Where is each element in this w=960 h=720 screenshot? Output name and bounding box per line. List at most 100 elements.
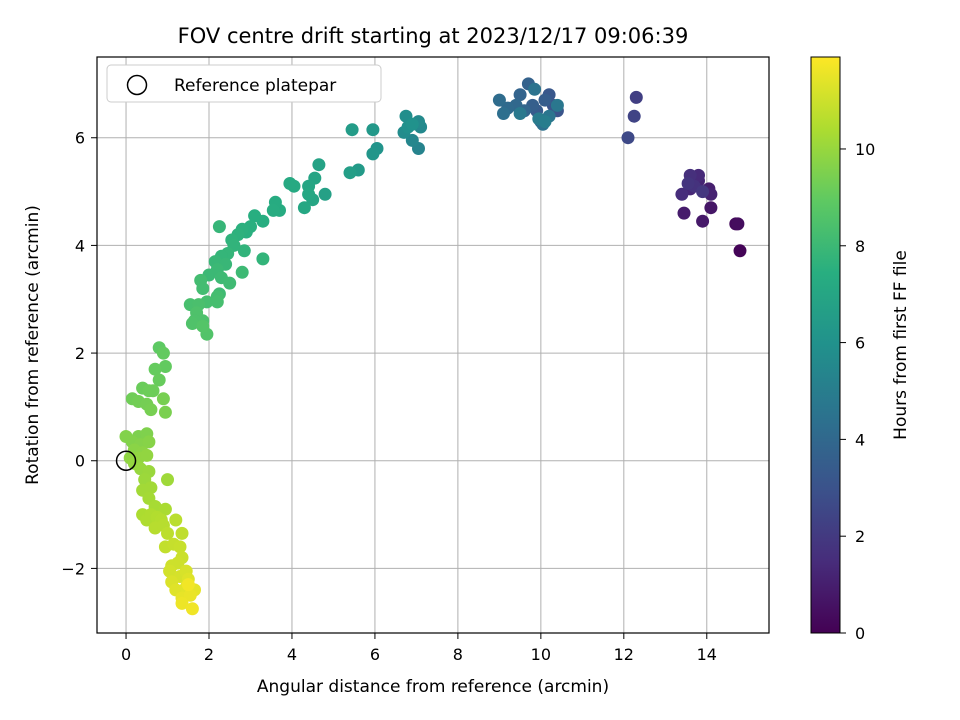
data-point xyxy=(196,282,210,295)
data-point xyxy=(163,564,177,578)
data-point xyxy=(283,177,297,190)
data-point xyxy=(158,405,172,419)
data-point xyxy=(621,131,635,145)
x-tick-label: 0 xyxy=(121,645,131,664)
legend: Reference platepar xyxy=(106,64,382,103)
x-axis-label: Angular distance from reference (arcmin) xyxy=(257,677,609,697)
data-point xyxy=(302,187,316,201)
data-point xyxy=(513,88,527,102)
data-point xyxy=(237,244,251,258)
data-point xyxy=(681,177,695,190)
colorbar-tick-label: 10 xyxy=(855,140,875,159)
legend-box xyxy=(106,64,382,103)
y-axis-ticks: −2 0 2 4 6 xyxy=(61,129,97,578)
x-tick-label: 10 xyxy=(531,645,551,664)
y-tick-label: 0 xyxy=(75,452,85,471)
data-point xyxy=(538,93,552,107)
data-point xyxy=(148,362,162,376)
y-tick-label: 2 xyxy=(75,344,85,363)
data-point xyxy=(158,502,172,516)
x-tick-label: 12 xyxy=(614,645,634,664)
data-point xyxy=(731,217,745,231)
data-point xyxy=(312,158,326,172)
data-point xyxy=(366,123,380,137)
x-tick-label: 8 xyxy=(453,645,463,664)
data-point xyxy=(212,220,226,234)
data-point xyxy=(266,203,280,217)
data-point xyxy=(538,115,552,129)
data-point xyxy=(497,107,510,120)
data-point xyxy=(140,448,154,462)
y-tick-label: −2 xyxy=(61,559,85,578)
colorbar: 0 2 4 6 8 10 Hours from first FF file xyxy=(810,56,911,643)
data-point xyxy=(161,473,174,487)
data-point xyxy=(144,481,158,495)
colorbar-tick-label: 4 xyxy=(855,430,865,449)
colorbar-tick-label: 8 xyxy=(855,237,865,256)
colorbar-tick-label: 2 xyxy=(855,527,865,546)
colorbar-label: Hours from first FF file xyxy=(891,250,911,440)
data-point xyxy=(183,588,197,602)
data-point xyxy=(629,90,643,104)
data-point xyxy=(627,109,641,123)
data-point xyxy=(146,384,160,398)
data-points xyxy=(115,77,747,616)
data-point xyxy=(175,526,189,540)
data-point xyxy=(696,185,710,199)
reference-point-marker xyxy=(115,450,137,471)
data-point xyxy=(210,295,224,309)
y-tick-label: 4 xyxy=(75,236,85,255)
x-tick-label: 2 xyxy=(204,645,214,664)
data-point xyxy=(696,214,710,228)
data-point xyxy=(173,540,187,554)
data-point xyxy=(550,98,564,112)
data-point xyxy=(345,123,359,137)
data-point xyxy=(528,82,542,96)
chart-title: FOV centre drift starting at 2023/12/17 … xyxy=(178,24,689,48)
data-point xyxy=(318,187,332,201)
x-tick-label: 4 xyxy=(287,645,297,664)
data-point xyxy=(405,133,419,147)
plot-frame xyxy=(96,56,770,634)
data-point xyxy=(171,556,185,570)
data-point xyxy=(675,187,689,201)
x-tick-label: 14 xyxy=(697,645,717,664)
colorbar-gradient xyxy=(810,56,841,634)
colorbar-tick-label: 0 xyxy=(855,624,865,643)
colorbar-ticks: 0 2 4 6 8 10 xyxy=(840,140,875,643)
data-point xyxy=(161,526,174,540)
data-point xyxy=(366,147,380,161)
data-point xyxy=(704,201,718,215)
data-point xyxy=(175,596,189,610)
data-point xyxy=(142,435,156,449)
data-point xyxy=(297,201,311,215)
y-axis-label: Rotation from reference (arcmin) xyxy=(23,205,43,485)
grid xyxy=(97,57,769,633)
data-point xyxy=(405,117,419,131)
data-point xyxy=(513,107,527,120)
data-point xyxy=(248,209,262,223)
legend-label: Reference platepar xyxy=(174,76,336,96)
data-point xyxy=(156,346,170,360)
colorbar-tick-label: 6 xyxy=(855,334,865,353)
data-point xyxy=(256,252,270,266)
data-point xyxy=(235,265,249,279)
data-point xyxy=(185,602,199,616)
data-point xyxy=(733,244,747,258)
data-point xyxy=(181,578,195,592)
data-point xyxy=(158,360,172,373)
x-tick-label: 6 xyxy=(370,645,380,664)
data-point xyxy=(169,513,183,527)
data-point xyxy=(156,392,170,406)
y-tick-label: 6 xyxy=(75,129,85,148)
data-point xyxy=(152,373,166,387)
x-axis-ticks: 0 2 4 6 8 10 12 14 xyxy=(121,633,717,664)
data-point xyxy=(223,276,237,290)
data-point xyxy=(492,93,506,107)
data-point xyxy=(196,319,210,333)
data-point xyxy=(343,166,357,180)
legend-marker-icon xyxy=(126,74,148,96)
data-point xyxy=(185,317,199,330)
